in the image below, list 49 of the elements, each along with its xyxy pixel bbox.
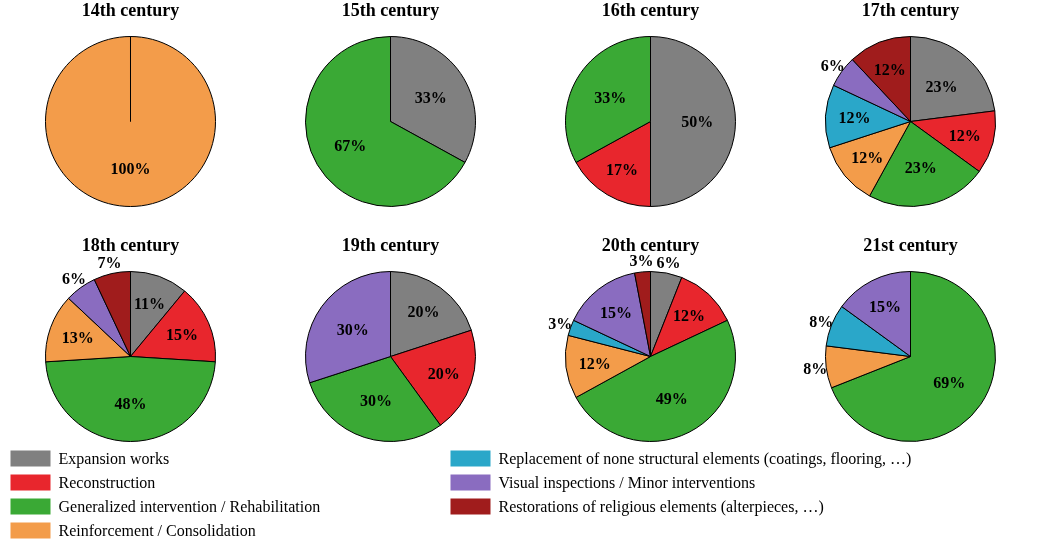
- data-label: 33%: [414, 89, 447, 107]
- legend-label: Visual inspections / Minor interventions: [498, 474, 756, 492]
- data-label: 15%: [869, 298, 902, 316]
- chart-title: 19th century: [341, 234, 440, 255]
- data-label: 30%: [360, 392, 393, 410]
- data-label: 6%: [656, 253, 681, 271]
- data-label: 12%: [873, 60, 906, 78]
- data-label: 50%: [681, 113, 714, 130]
- data-label: 12%: [578, 355, 611, 373]
- data-label: 11%: [133, 295, 166, 313]
- legend-label: Expansion works: [58, 450, 170, 468]
- data-label: 30%: [336, 320, 369, 338]
- data-label: 12%: [948, 126, 981, 144]
- chart-title: 17th century: [861, 0, 960, 20]
- data-label: 15%: [600, 303, 633, 321]
- data-label: 3%: [548, 315, 573, 333]
- data-label: 49%: [655, 389, 688, 407]
- data-label: 67%: [334, 136, 367, 154]
- legend-label: Replacement of none structural elements (coatings, flooring, …): [498, 450, 912, 468]
- data-label: 20%: [407, 302, 440, 320]
- data-label: 6%: [62, 270, 87, 288]
- data-label: 23%: [925, 77, 958, 95]
- legend-label: Reconstruction: [58, 474, 156, 491]
- chart-title: 14th century: [81, 0, 180, 20]
- data-label: 8%: [803, 360, 828, 378]
- data-label: 100%: [110, 159, 151, 177]
- chart-title: 16th century: [601, 0, 700, 20]
- data-label: 33%: [594, 89, 627, 107]
- data-label: 3%: [629, 252, 654, 270]
- data-label: 12%: [851, 148, 884, 166]
- chart-title: 18th century: [81, 234, 180, 255]
- legend-label: Generalized intervention / Rehabilitation: [58, 498, 321, 515]
- data-label: 13%: [61, 329, 94, 346]
- chart-title: 20th century: [601, 234, 700, 255]
- data-label: 23%: [904, 158, 937, 176]
- chart-title: 15th century: [341, 0, 440, 20]
- legend-label: Restorations of religious elements (alterpieces, …): [498, 498, 824, 516]
- data-label: 12%: [838, 109, 871, 127]
- data-label: 6%: [820, 56, 845, 74]
- data-label: 20%: [427, 365, 460, 383]
- data-label: 12%: [672, 307, 705, 325]
- data-label: 15%: [165, 325, 198, 343]
- legend-label: Reinforcement / Consolidation: [58, 522, 256, 539]
- data-label: 69%: [933, 374, 966, 392]
- data-label: 17%: [605, 161, 638, 179]
- data-label: 48%: [114, 394, 147, 412]
- data-label: 8%: [809, 312, 834, 330]
- data-label: 7%: [97, 254, 122, 272]
- chart-title: 21st century: [863, 234, 958, 255]
